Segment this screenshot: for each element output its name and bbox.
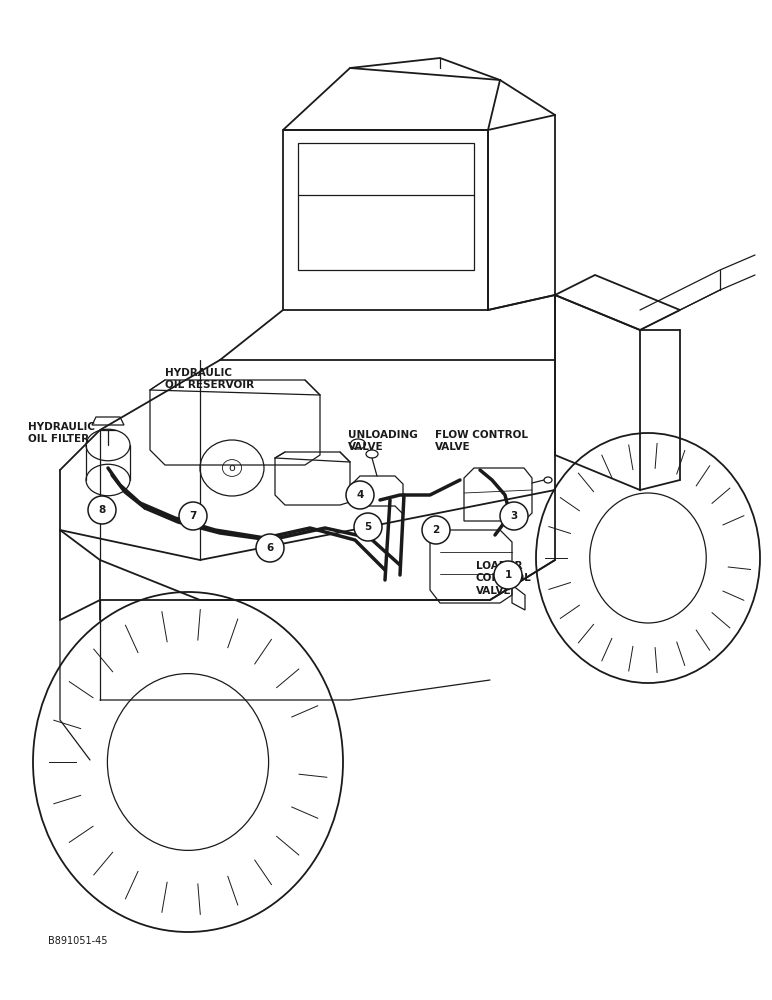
Text: HYDRAULIC
OIL FILTER: HYDRAULIC OIL FILTER — [28, 422, 95, 444]
Text: 4: 4 — [357, 490, 364, 500]
Text: 5: 5 — [364, 522, 371, 532]
Circle shape — [346, 481, 374, 509]
Circle shape — [422, 516, 450, 544]
Text: B891051-45: B891051-45 — [48, 936, 107, 946]
Text: HYDRAULIC
OIL RESERVOIR: HYDRAULIC OIL RESERVOIR — [165, 368, 254, 390]
Text: 1: 1 — [504, 570, 512, 580]
Text: 6: 6 — [266, 543, 273, 553]
Text: 2: 2 — [432, 525, 439, 535]
Text: 8: 8 — [98, 505, 106, 515]
Circle shape — [88, 496, 116, 524]
Circle shape — [494, 561, 522, 589]
Circle shape — [256, 534, 284, 562]
Text: UNLOADING
VALVE: UNLOADING VALVE — [348, 430, 418, 452]
Circle shape — [500, 502, 528, 530]
Text: 7: 7 — [189, 511, 197, 521]
Text: 3: 3 — [510, 511, 517, 521]
Circle shape — [179, 502, 207, 530]
Circle shape — [354, 513, 382, 541]
Text: LOADER
CONTROL
VALVE: LOADER CONTROL VALVE — [476, 561, 532, 596]
Text: o: o — [229, 463, 235, 473]
Text: FLOW CONTROL
VALVE: FLOW CONTROL VALVE — [435, 430, 528, 452]
